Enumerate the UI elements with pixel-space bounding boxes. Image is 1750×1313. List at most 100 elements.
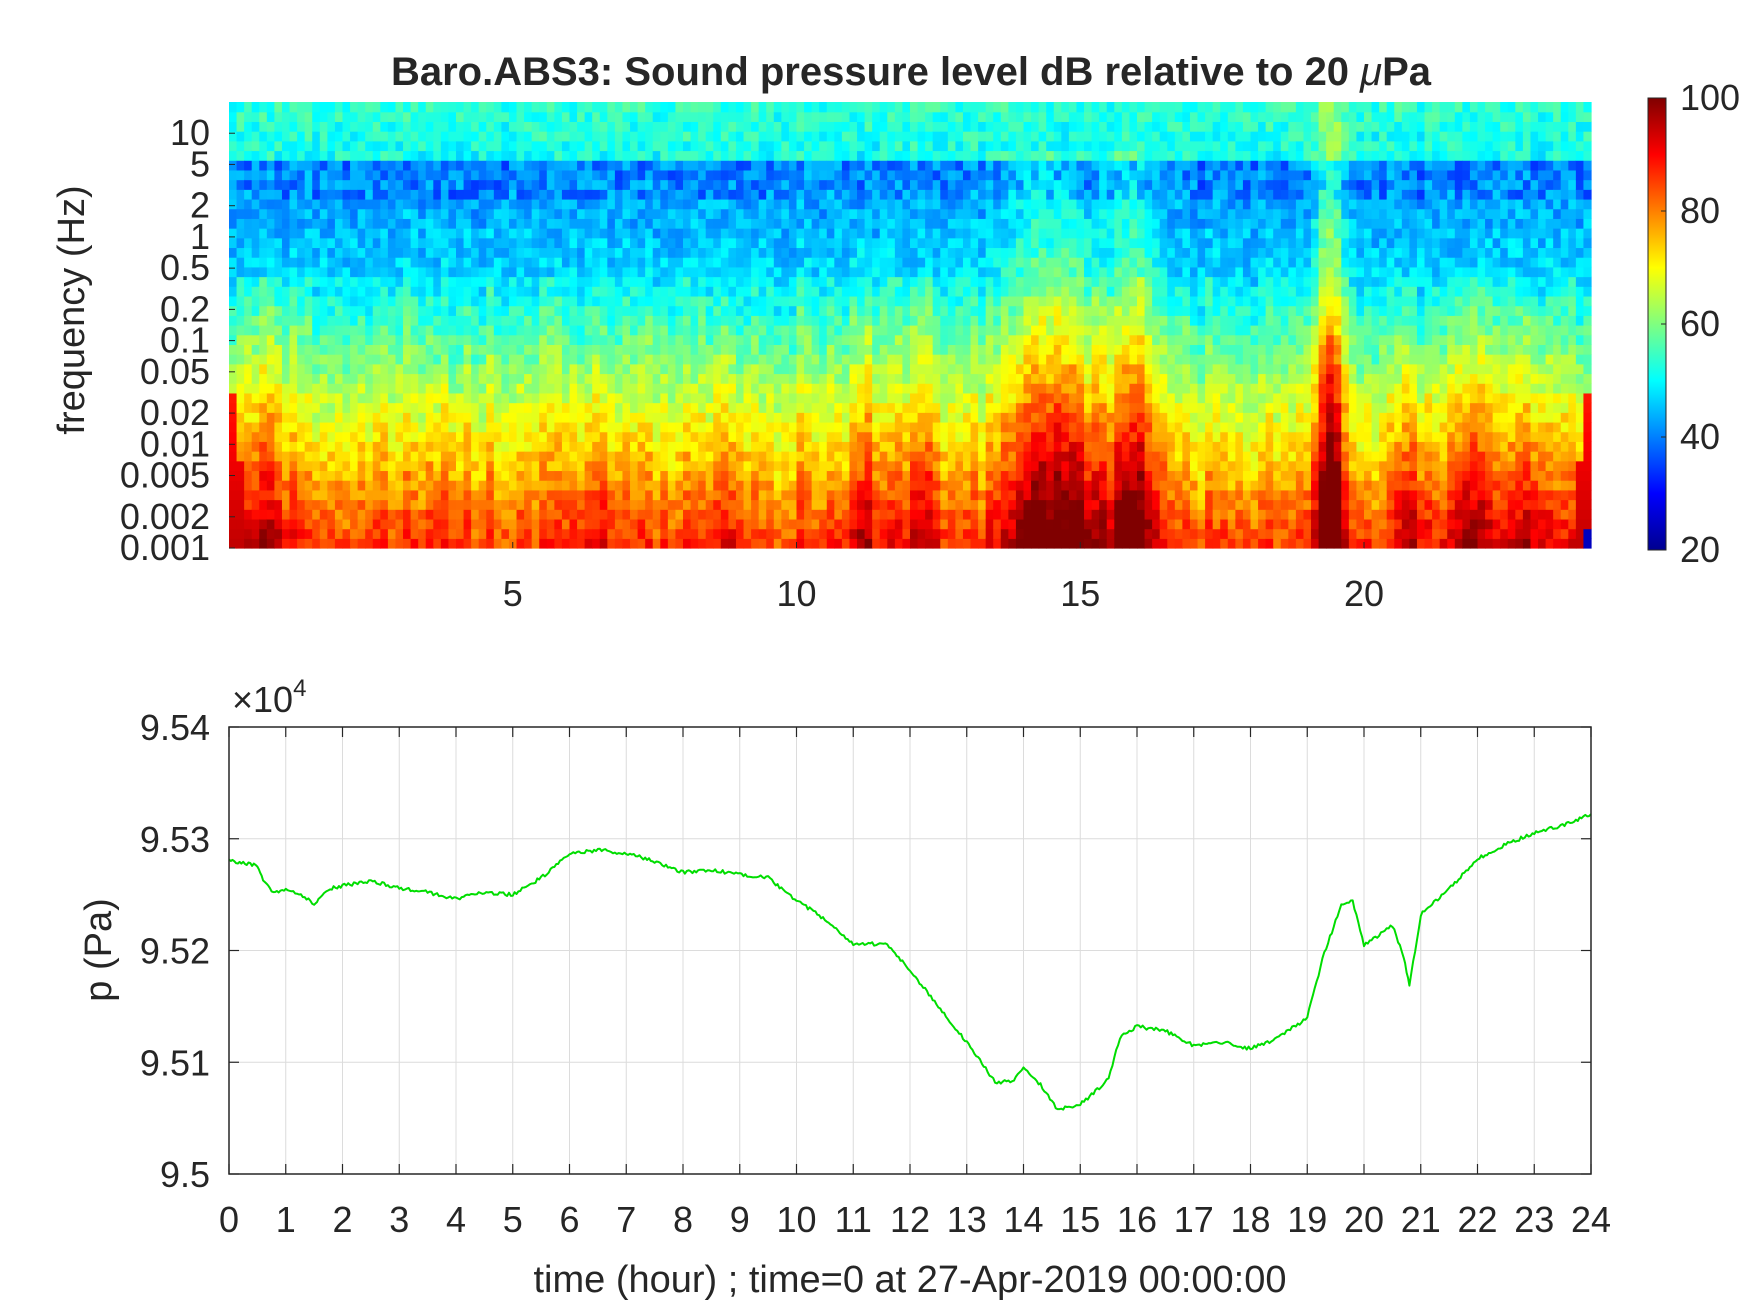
spectrogram-cell: [826, 480, 835, 491]
spectrogram-cell: [236, 179, 245, 190]
spectrogram-cell: [508, 363, 518, 375]
spectrogram-cell: [289, 276, 298, 287]
spectrogram-cell: [539, 480, 548, 491]
spectrogram-cell: [932, 334, 941, 345]
spectrogram-cell: [524, 208, 533, 219]
spectrogram-cell: [834, 150, 843, 161]
spectrogram-cell: [667, 383, 677, 394]
spectrogram-cell: [993, 373, 1002, 384]
spectrogram-cell: [266, 518, 275, 530]
spectrogram-cell: [236, 295, 245, 307]
spectrogram-cell: [418, 276, 427, 287]
spectrogram-cell: [456, 460, 465, 472]
spectrogram-cell: [440, 198, 450, 210]
spectrogram-cell: [501, 470, 510, 481]
spectrogram-cell: [410, 470, 419, 481]
spectrogram-cell: [660, 412, 669, 423]
spectrogram-cell: [796, 499, 805, 510]
spectrogram-cell: [274, 237, 283, 249]
spectrogram-cell: [887, 266, 896, 278]
spectrogram-cell: [849, 363, 858, 375]
spectrogram-cell: [614, 460, 624, 472]
spectrogram-cell: [690, 402, 699, 413]
spectrogram-cell: [539, 266, 548, 278]
spectrogram-cell: [1015, 441, 1025, 452]
spectrogram-cell: [796, 344, 805, 355]
spectrogram-cell: [962, 198, 972, 210]
spectrogram-cell: [607, 344, 616, 355]
spectrogram-cell: [607, 421, 616, 433]
spectrogram-cell: [508, 402, 518, 413]
spectrogram-cell: [561, 528, 571, 539]
spectrogram-cell: [735, 257, 745, 268]
spectrogram-cell: [471, 480, 480, 491]
spectrogram-cell: [319, 354, 328, 365]
spectrogram-cell: [281, 441, 291, 452]
spectrogram-cell: [539, 160, 548, 171]
spectrogram-cell: [1038, 538, 1047, 549]
spectrogram-cell: [1000, 198, 1009, 210]
spectrogram-cell: [698, 363, 707, 375]
spectrogram-cell: [403, 140, 412, 152]
spectrogram-cell: [660, 538, 669, 549]
spectrogram-cell: [713, 169, 722, 181]
spectrogram-cell: [493, 441, 502, 452]
spectrogram-cell: [993, 489, 1002, 501]
spectrogram-cell: [433, 421, 442, 433]
spectrogram-cell: [524, 169, 533, 181]
spectrogram-cell: [713, 189, 722, 200]
spectrogram-cell: [947, 480, 956, 491]
spectrogram-cell: [569, 441, 578, 452]
spectrogram-cell: [319, 373, 328, 384]
spectrogram-cell: [508, 344, 518, 355]
spectrogram-cell: [955, 392, 964, 404]
spectrogram-cell: [259, 412, 268, 423]
spectrogram-cell: [894, 383, 904, 394]
spectrogram-cell: [910, 431, 919, 442]
spectrogram-cell: [652, 266, 661, 278]
spectrogram-cell: [910, 518, 919, 530]
spectrogram-cell: [289, 266, 298, 278]
spectrogram-cell: [229, 383, 238, 394]
spectrogram-cell: [1031, 421, 1040, 433]
spectrogram-cell: [652, 189, 661, 200]
spectrogram-cell: [811, 402, 820, 413]
spectrogram-cell: [690, 528, 699, 539]
spectrogram-cell: [289, 480, 298, 491]
spectrogram-cell: [637, 334, 646, 345]
spectrogram-cell: [319, 344, 328, 355]
spectrogram-cell: [281, 480, 291, 491]
spectrogram-cell: [327, 480, 336, 491]
spectrogram-cell: [932, 528, 941, 539]
spectrogram-cell: [660, 499, 669, 510]
spectrogram-cell: [720, 295, 729, 307]
spectrogram-cell: [857, 218, 866, 229]
spectrogram-cell: [940, 460, 949, 472]
spectrogram-cell: [788, 315, 798, 326]
spectrogram-cell: [448, 286, 457, 297]
spectrogram-cell: [690, 198, 699, 210]
spectrogram-cell: [599, 305, 608, 316]
spectrogram-cell: [244, 373, 253, 384]
spectrogram-cell: [834, 518, 843, 530]
spectrogram-cell: [683, 295, 692, 307]
spectrogram-cell: [652, 228, 661, 239]
spectrogram-cell: [1031, 441, 1040, 452]
spectrogram-cell: [970, 189, 979, 200]
spectrogram-cell: [266, 276, 275, 287]
spectrogram-cell: [743, 363, 752, 375]
spectrogram-cell: [705, 295, 714, 307]
spectrogram-cell: [713, 383, 722, 394]
spectrogram-cell: [796, 489, 805, 501]
spectrogram-cell: [236, 325, 245, 336]
spectrogram-cell: [1038, 325, 1047, 336]
spectrogram-cell: [932, 169, 941, 181]
spectrogram-cell: [879, 480, 888, 491]
spectrogram-cell: [418, 121, 427, 132]
spectrogram-cell: [251, 150, 260, 161]
spectrogram-cell: [387, 441, 397, 452]
spectrogram-cell: [614, 198, 624, 210]
spectrogram-cell: [569, 169, 578, 181]
spectrogram-cell: [894, 412, 904, 423]
spectrogram-cell: [357, 315, 366, 326]
